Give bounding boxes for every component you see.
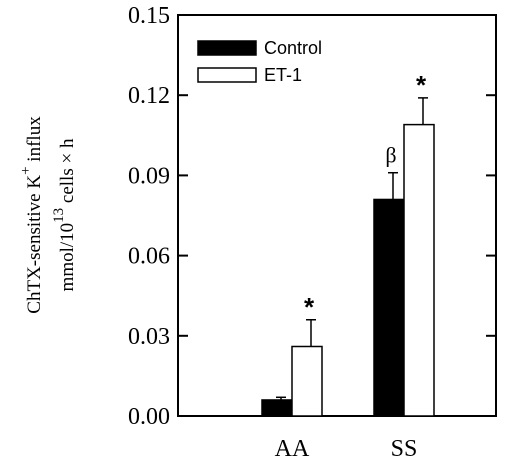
significance-star: * — [304, 292, 315, 322]
bar-group — [261, 97, 435, 417]
bar-et1-aa — [291, 345, 323, 417]
bar-et1-ss — [403, 123, 435, 417]
legend: Control ET-1 — [197, 38, 322, 85]
y-axis-label-line2: mmol/1013 cells × h — [51, 138, 78, 291]
legend-label-control: Control — [264, 38, 322, 58]
y-axis-ticks: 0.00 0.03 0.06 0.09 0.12 0.15 — [128, 3, 496, 430]
y-axis-label: ChTX-sensitive K+ influx mmol/1013 cells… — [18, 116, 78, 314]
plot-frame — [177, 14, 497, 417]
x-axis-labels: AA SS — [275, 436, 418, 462]
significance-beta: β — [385, 143, 396, 168]
bar-control-aa — [261, 399, 293, 417]
y-tick-label: 0.06 — [128, 244, 170, 270]
bar-control-ss — [373, 198, 405, 417]
y-tick-label: 0.03 — [128, 324, 170, 350]
legend-swatch-control — [197, 40, 257, 56]
significance-star: * — [416, 70, 427, 100]
y-tick-label: 0.12 — [128, 83, 170, 109]
y-tick-label: 0.09 — [128, 163, 170, 189]
x-tick-label: AA — [275, 436, 310, 462]
legend-label-et1: ET-1 — [264, 65, 302, 85]
y-tick-label: 0.15 — [128, 3, 170, 29]
legend-swatch-et1 — [197, 67, 257, 83]
x-tick-label: SS — [391, 436, 418, 462]
y-tick-label: 0.00 — [128, 404, 170, 430]
annotations: * β * — [304, 70, 427, 322]
y-axis-label-line1: ChTX-sensitive K+ influx — [18, 116, 45, 314]
